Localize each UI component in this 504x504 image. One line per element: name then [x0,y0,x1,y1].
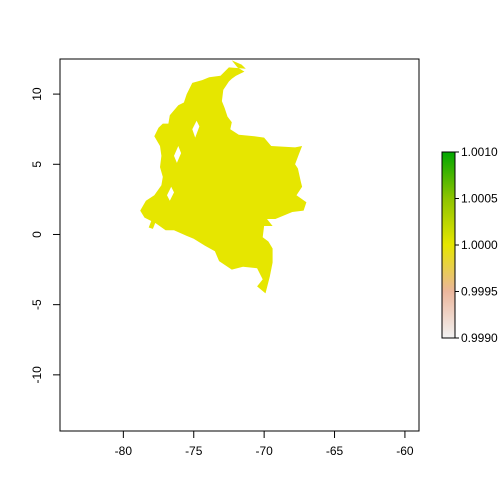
legend-colorbar-gradient [441,151,456,339]
x-axis: -80 -75 -70 -65 -60 [115,430,414,458]
y-tick-label: 10 [30,87,44,101]
x-tick-label: -70 [255,444,273,458]
y-tick-label: -5 [30,299,44,310]
y-axis: 10 5 0 -5 -10 [30,87,61,384]
legend-tick-label: 1.0000 [461,238,498,252]
y-tick-label: 5 [30,161,44,168]
x-tick-label: -65 [326,444,344,458]
legend-tick-label: 0.9995 [461,285,498,299]
legend-tick-label: 1.0010 [461,145,498,159]
y-tick-label: -10 [30,366,44,384]
x-tick-label: -75 [185,444,203,458]
legend-tick-label: 1.0005 [461,192,498,206]
legend-tick-label: 0.9990 [461,331,498,345]
legend-colorbar: 1.0010 1.0005 1.0000 0.9995 0.9990 [441,145,498,345]
raster-island [148,220,156,229]
x-tick-label: -60 [396,444,414,458]
y-tick-label: 0 [30,231,44,238]
x-tick-label: -80 [115,444,133,458]
map-layer [140,60,307,294]
raster-region [140,60,307,294]
